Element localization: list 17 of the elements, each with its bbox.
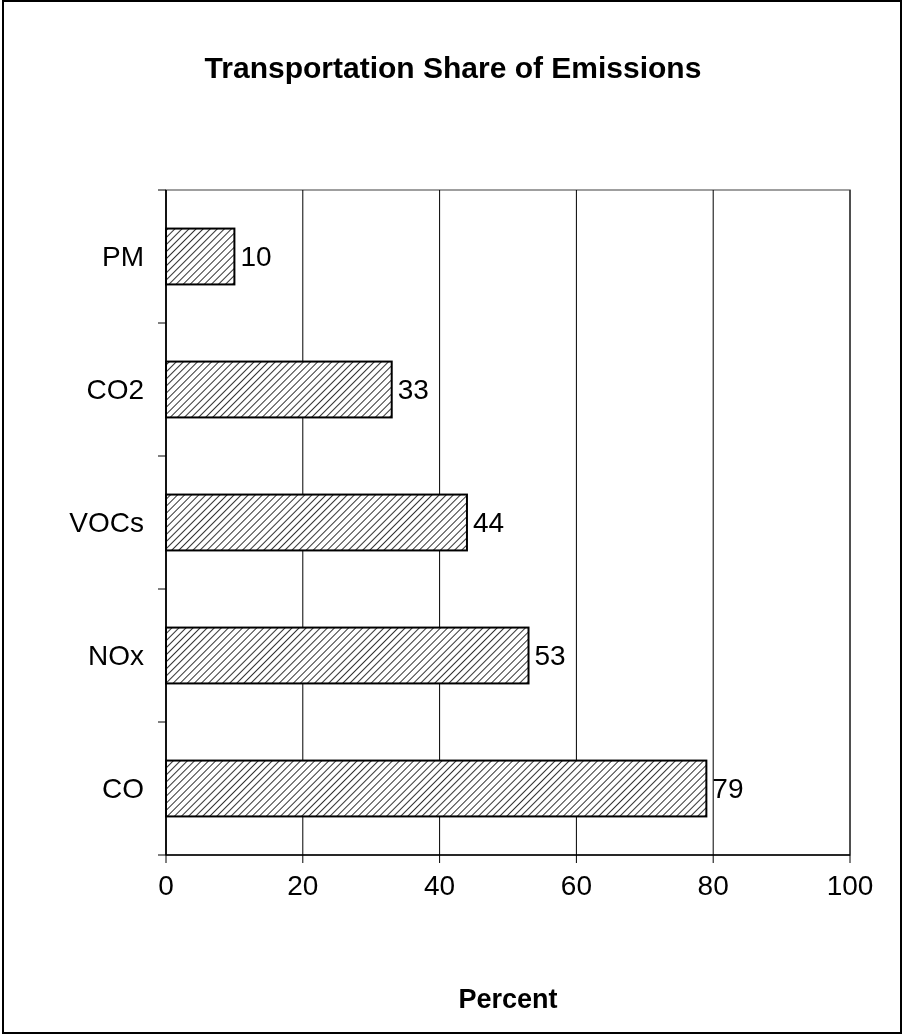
y-tick-label: NOx (88, 640, 144, 672)
x-tick-label: 40 (424, 870, 456, 901)
y-tick-label: CO (102, 773, 144, 805)
x-tick-label: 100 (826, 870, 874, 901)
y-tick-label: PM (102, 241, 144, 273)
chart-title: Transportation Share of Emissions (204, 51, 702, 84)
x-tick-label: 20 (287, 870, 319, 901)
x-axis-title: Percent (458, 984, 558, 1014)
x-tick-label: 80 (697, 870, 729, 901)
x-tick-label: 0 (158, 870, 174, 901)
y-tick-label: VOCs (69, 507, 144, 539)
data-label: 10 (240, 241, 272, 273)
x-tick-label: 60 (560, 870, 592, 901)
y-tick-label: CO2 (86, 374, 144, 406)
data-label: 33 (397, 374, 429, 406)
data-label: 53 (534, 640, 566, 672)
data-label: 44 (472, 507, 505, 539)
